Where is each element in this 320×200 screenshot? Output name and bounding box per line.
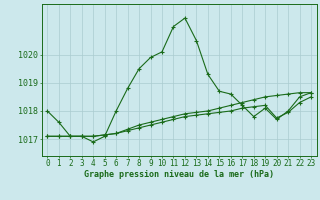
X-axis label: Graphe pression niveau de la mer (hPa): Graphe pression niveau de la mer (hPa) [84,170,274,179]
